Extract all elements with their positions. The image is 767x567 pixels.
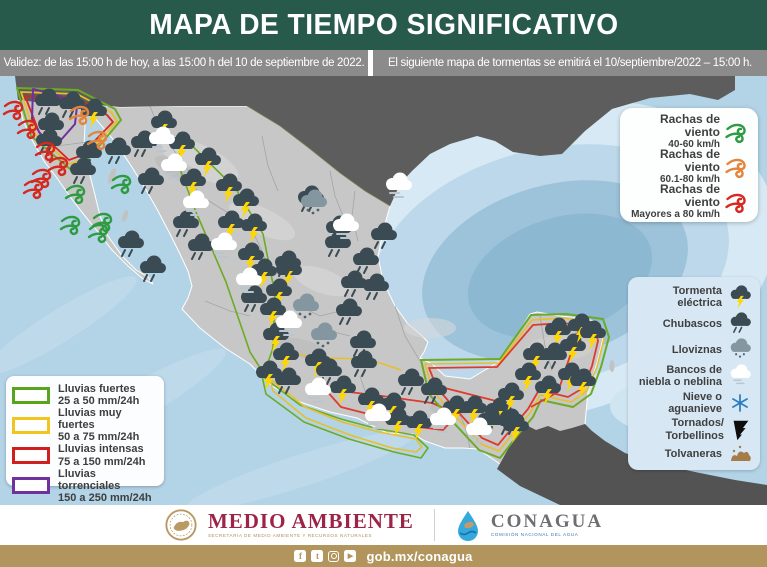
legend-row: Tornados/ Torbellinos: [632, 417, 752, 442]
dust-icon: [731, 445, 751, 461]
legend-row: Nieve o aguanieve: [632, 391, 752, 416]
legend-row: Tolvaneras: [632, 444, 752, 464]
lluvias-torrenciales-swatch: [12, 477, 50, 495]
wind-gust-legend: Rachas de viento 40-60 km/h Rachas de vi…: [620, 108, 758, 222]
inland-lluvias-muy-fuertes-line: [283, 352, 402, 371]
footer-logos: MEDIO AMBIENTE SECRETARÍA DE MEDIO AMBIE…: [0, 505, 767, 545]
wind-legend-row: Rachas de viento Mayores a 80 km/h: [624, 181, 750, 221]
wind-gust-green-icon: [725, 123, 746, 143]
wind-gust-orange-icon: [725, 158, 746, 178]
usa-land: [15, 76, 735, 206]
gob-mx-conagua-link[interactable]: gob.mx/conagua: [366, 548, 473, 564]
rain-shower-icon: [728, 312, 752, 336]
legend-row: Tormenta eléctrica: [632, 285, 752, 310]
symbol-label: Tornados/ Torbellinos: [665, 417, 724, 442]
lluvias-intensas-swatch: [12, 447, 50, 465]
page-title: MAPA DE TIEMPO SIGNIFICATIVO: [148, 8, 619, 41]
rio-grande-river: [246, 105, 391, 207]
islands: [108, 168, 615, 372]
legend-row: Lluvias muy fuertes 50 a 75 mm/24h: [12, 407, 158, 443]
se-area-lluvias-fuertes: [420, 313, 610, 459]
symbol-label: Tormenta eléctrica: [672, 285, 722, 310]
rain-label: Lluvias intensas: [58, 443, 144, 456]
rain-range: 150 a 250 mm/24h: [58, 491, 152, 504]
instagram-icon[interactable]: [328, 550, 340, 562]
legend-row: Bancos de niebla o neblina: [632, 364, 752, 389]
wind-gust-red-icon: [725, 193, 746, 213]
validity-divider: [368, 50, 373, 76]
rain-range: 25 a 50 mm/24h: [58, 395, 140, 408]
next-map-text: El siguiente mapa de tormentas se emitir…: [373, 50, 767, 76]
wind-range: 40-60 km/h: [668, 139, 720, 151]
tornado-icon: [733, 420, 749, 440]
storm-icon: [728, 285, 752, 309]
fog-icon: [728, 364, 752, 388]
wind-legend-row: Rachas de viento 40-60 km/h: [624, 111, 750, 151]
wind-range: Mayores a 80 km/h: [631, 209, 720, 221]
se-area-lluvias-muy-fuertes: [424, 317, 605, 452]
conagua-drop-icon: [457, 511, 478, 541]
logo-divider: [433, 509, 435, 541]
symbol-label: Lloviznas: [671, 343, 722, 356]
wind-label: Rachas de viento: [659, 111, 720, 139]
footer-gob-bar: f t ▶ gob.mx/conagua: [0, 545, 767, 567]
validity-text: Validez: de las 15:00 h de hoy, a las 15…: [0, 50, 368, 76]
youtube-icon[interactable]: ▶: [344, 550, 357, 562]
wind-label: Rachas de viento: [659, 146, 720, 174]
rain-label: Lluvias fuertes: [58, 383, 136, 395]
facebook-icon[interactable]: f: [294, 550, 307, 562]
wind-range: 60.1-80 km/h: [659, 174, 720, 186]
semarnat-seal-icon: [165, 509, 197, 541]
rain-label: Lluvias torrenciales: [58, 467, 121, 492]
legend-row: Lloviznas: [632, 338, 752, 362]
medio-ambiente-title: MEDIO AMBIENTE: [207, 509, 414, 534]
twitter-icon[interactable]: t: [311, 550, 324, 562]
symbol-label: Nieve o aguanieve: [668, 390, 722, 415]
legend-row: Lluvias torrenciales 150 a 250 mm/24h: [12, 468, 158, 504]
legend-row: Lluvias intensas 75 a 150 mm/24h: [12, 443, 158, 468]
medio-ambiente-subtitle: SECRETARÍA DE MEDIO AMBIENTE Y RECURSOS …: [207, 533, 373, 539]
legend-row: Lluvias fuertes 25 a 50 mm/24h: [12, 383, 158, 407]
lluvias-muy-fuertes-swatch: [12, 416, 50, 434]
weather-symbols-legend: Tormenta eléctrica Chubascos Lloviznas B…: [628, 277, 760, 470]
title-bar: MAPA DE TIEMPO SIGNIFICATIVO: [0, 0, 767, 50]
validity-bar: Validez: de las 15:00 h de hoy, a las 15…: [0, 50, 767, 76]
conagua-title: CONAGUA: [490, 511, 604, 533]
rain-label: Lluvias muy fuertes: [58, 407, 122, 432]
drizzle-icon: [728, 338, 752, 362]
conagua-subtitle: COMISIÓN NACIONAL DEL AGUA: [490, 532, 579, 538]
rain-range: 75 a 150 mm/24h: [58, 455, 146, 468]
wind-legend-row: Rachas de viento 60.1-80 km/h: [624, 146, 750, 186]
rain-range: 50 a 75 mm/24h: [58, 431, 140, 444]
symbol-label: Bancos de niebla o neblina: [638, 363, 722, 389]
wind-label: Rachas de viento: [659, 181, 720, 209]
symbol-label: Tolvaneras: [664, 447, 722, 460]
south-coast-lluvias-fuertes: [261, 375, 429, 459]
snow-icon: [732, 393, 748, 412]
lluvias-fuertes-swatch: [12, 386, 50, 404]
legend-row: Chubascos: [632, 312, 752, 336]
south-coast-lluvias-muy-fuertes: [269, 378, 423, 453]
rain-intensity-legend: Lluvias fuertes 25 a 50 mm/24h Lluvias m…: [6, 376, 164, 504]
symbol-label: Chubascos: [662, 317, 722, 330]
